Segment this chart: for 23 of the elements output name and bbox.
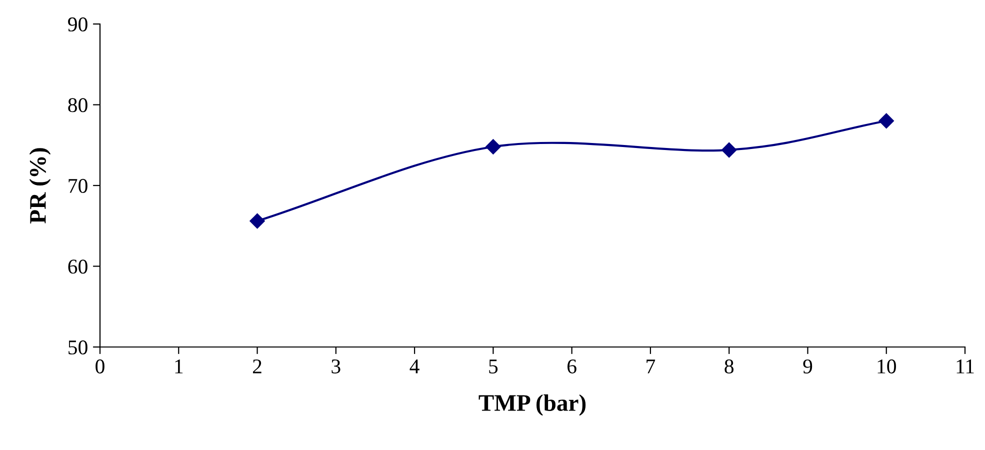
- x-tick-label: 10: [878, 359, 896, 374]
- x-tick-label: 8: [724, 359, 734, 374]
- x-tick-label: 3: [332, 359, 340, 374]
- x-tick-label: 6: [568, 359, 576, 374]
- point: [722, 142, 737, 158]
- x-tick-label: 1: [175, 360, 183, 374]
- x-tick-label: 2: [252, 359, 262, 374]
- x-axis-title: TMP (bar): [478, 394, 586, 416]
- y-tick-label: 60: [68, 260, 88, 274]
- y-axis-title: PR (%): [29, 148, 51, 224]
- point: [486, 139, 501, 154]
- x-tick-label: 0: [96, 359, 104, 374]
- y-tick-label: 80: [68, 98, 88, 112]
- point: [250, 213, 265, 229]
- x-tick-label: 7: [646, 360, 656, 374]
- y-tick-label: 70: [68, 178, 88, 193]
- x-tick-label: 11: [956, 360, 974, 374]
- x-tick-label: 9: [803, 359, 812, 374]
- x-tick-label: 4: [410, 360, 420, 374]
- y-tick-label: 50: [68, 340, 88, 354]
- x-tick-label: 5: [489, 360, 498, 374]
- y-tick-label: 90: [68, 17, 88, 32]
- point: [878, 113, 894, 128]
